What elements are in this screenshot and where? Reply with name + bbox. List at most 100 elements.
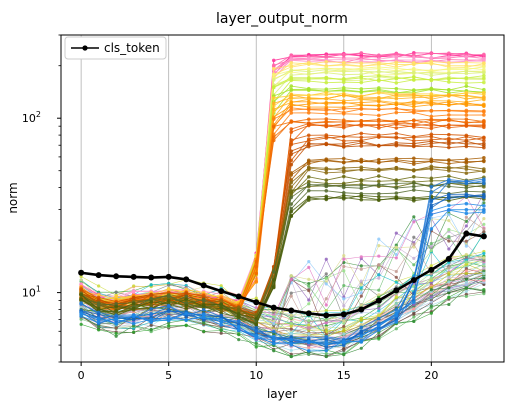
jump-series-point	[289, 195, 294, 200]
y-tick-label: 101	[22, 285, 41, 300]
jump-series-point	[201, 297, 206, 302]
jump-series-point	[359, 80, 364, 85]
jump-series-point	[359, 51, 364, 55]
bg-series-point	[289, 327, 293, 331]
jump-series-point	[219, 302, 224, 307]
jump-series-point	[324, 70, 329, 75]
series-point-cls-token	[148, 274, 155, 281]
bg-series-point	[394, 327, 398, 331]
bg-series-point	[464, 244, 468, 248]
main-series	[78, 230, 487, 319]
jump-series-point	[359, 329, 364, 333]
x-axis-label: layer	[267, 387, 297, 401]
x-tick-label: 10	[249, 369, 263, 382]
series-point-cls-token	[78, 269, 85, 276]
bg-series-point	[377, 288, 381, 292]
jump-series-point	[324, 142, 329, 147]
jump-series-point	[412, 168, 416, 172]
bg-series-point	[429, 241, 433, 246]
bg-series-point	[342, 297, 346, 301]
jump-series-point	[447, 80, 451, 84]
jump-series-point	[464, 55, 469, 59]
jump-series-point	[377, 167, 381, 172]
jump-series-point	[464, 108, 469, 113]
jump-series-point	[289, 78, 294, 83]
jump-series-point	[412, 156, 416, 161]
jump-series-point	[341, 69, 346, 74]
jump-series-point	[166, 287, 171, 291]
jump-series-point	[482, 192, 486, 197]
jump-series-line	[80, 56, 484, 303]
jump-series-point	[447, 158, 451, 162]
bg-series-point	[324, 282, 328, 286]
jump-series-point	[324, 182, 329, 187]
jump-series-point	[359, 139, 364, 144]
jump-series-point	[166, 314, 171, 319]
jump-series-point	[359, 119, 364, 124]
bg-series-point	[377, 293, 381, 297]
bg-series-point	[307, 281, 311, 286]
jump-series-point	[447, 161, 451, 166]
jump-series-point	[464, 164, 469, 169]
bg-series-point	[254, 341, 258, 345]
jump-series-point	[324, 168, 329, 172]
jump-series-point	[377, 99, 381, 104]
bg-series-point	[429, 300, 433, 304]
jump-series-point	[429, 51, 434, 56]
jump-series-point	[464, 113, 469, 117]
jump-series-point	[149, 293, 153, 298]
jump-series-point	[394, 178, 399, 182]
bg-series-point	[482, 258, 486, 263]
jump-series-point	[289, 53, 294, 58]
jump-series-point	[447, 208, 451, 212]
jump-series-point	[359, 340, 364, 344]
bg-series-point	[307, 265, 311, 269]
jump-series-point	[324, 342, 329, 347]
jump-series-point	[324, 107, 329, 111]
x-tick-label: 20	[424, 369, 438, 382]
jump-series-point	[377, 157, 381, 162]
bg-series-point	[79, 322, 83, 326]
bg-series-point	[342, 348, 346, 352]
jump-series-point	[394, 55, 399, 59]
jump-series-point	[464, 159, 469, 164]
jump-series-point	[359, 97, 364, 102]
bg-series-point	[184, 323, 188, 327]
jump-series-line	[81, 118, 484, 306]
jump-series-point	[429, 86, 434, 91]
bg-series-point	[324, 328, 328, 332]
bg-series-point	[377, 336, 381, 340]
jump-series-point	[359, 61, 364, 66]
series-point-cls-token	[270, 304, 277, 311]
jump-series-point	[464, 97, 469, 101]
bg-series-point	[447, 302, 451, 307]
jump-series-point	[341, 141, 346, 146]
bg-series-point	[342, 254, 346, 258]
jump-series-point	[306, 99, 311, 104]
jump-series-point	[114, 304, 118, 309]
series-point-cls-token	[375, 297, 382, 304]
bg-series-point	[307, 319, 311, 323]
jump-series-point	[464, 201, 469, 206]
bg-series-point	[377, 276, 381, 280]
bg-series-point	[359, 294, 363, 298]
bg-series-point	[394, 275, 398, 279]
jump-series-point	[394, 75, 399, 80]
jump-series-point	[306, 144, 311, 149]
jump-series-point	[447, 184, 451, 189]
jump-series-point	[341, 193, 346, 198]
jump-series-point	[447, 165, 451, 170]
jump-series-point	[114, 309, 118, 313]
jump-series-point	[359, 325, 364, 330]
jump-series-point	[79, 292, 83, 297]
bg-series-point	[202, 329, 206, 333]
bg-series-point	[149, 283, 153, 287]
jump-series-point	[359, 107, 364, 111]
bg-series-point	[289, 348, 293, 353]
jump-series-point	[429, 166, 434, 170]
jump-series-point	[254, 271, 259, 276]
bg-series-point	[114, 290, 118, 294]
jump-series-point	[324, 117, 329, 121]
jump-series-point	[377, 107, 381, 112]
